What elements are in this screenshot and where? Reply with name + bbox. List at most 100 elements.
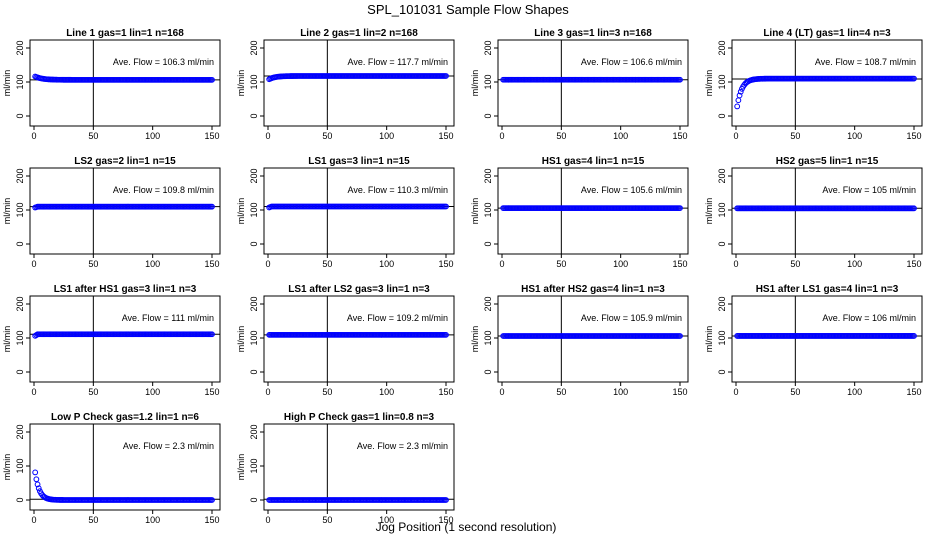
y-tick-label: 100 (15, 458, 25, 473)
y-tick-label: 100 (15, 74, 25, 89)
y-tick-label: 0 (15, 113, 25, 118)
y-tick-label: 0 (249, 241, 259, 246)
x-tick-label: 50 (790, 387, 800, 397)
y-tick-label: 200 (249, 424, 259, 439)
y-tick-label: 0 (15, 369, 25, 374)
x-tick-label: 0 (31, 259, 36, 269)
average-flow-annotation: Ave. Flow = 117.7 ml/min (348, 57, 448, 67)
x-tick-label: 100 (613, 387, 628, 397)
y-axis-label: ml/min (704, 198, 714, 225)
x-tick-label: 50 (790, 131, 800, 141)
y-tick-label: 200 (249, 296, 259, 311)
y-tick-label: 200 (717, 168, 727, 183)
y-tick-label: 200 (717, 296, 727, 311)
plot-frame (263, 295, 455, 383)
x-tick-label: 100 (145, 259, 160, 269)
x-tick-label: 50 (88, 515, 98, 525)
y-tick-label: 100 (249, 202, 259, 217)
x-tick-label: 100 (379, 515, 394, 525)
y-tick-label: 200 (717, 40, 727, 55)
x-tick-label: 150 (204, 515, 219, 525)
y-tick-label: 200 (15, 296, 25, 311)
y-tick-label: 0 (717, 241, 727, 246)
plot-frame (731, 39, 923, 127)
data-point (443, 73, 449, 79)
x-tick-label: 100 (379, 259, 394, 269)
x-tick-label: 150 (672, 259, 687, 269)
x-tick-label: 100 (847, 131, 862, 141)
y-tick-label: 200 (483, 296, 493, 311)
x-tick-label: 0 (265, 515, 270, 525)
data-point (32, 469, 39, 476)
x-tick-label: 50 (790, 259, 800, 269)
y-tick-label: 100 (483, 202, 493, 217)
y-axis-label: ml/min (470, 70, 480, 97)
x-tick-label: 0 (31, 387, 36, 397)
x-tick-label: 50 (322, 131, 332, 141)
panel-2: Line 2 gas=1 lin=2 n=168 0 50 100 150 0 100 200… (236, 28, 455, 141)
x-tick-label: 0 (31, 131, 36, 141)
x-tick-label: 100 (847, 387, 862, 397)
y-tick-label: 200 (15, 40, 25, 55)
panel-title: HS1 after HS2 gas=4 lin=1 n=3 (521, 284, 665, 295)
x-tick-label: 50 (556, 131, 566, 141)
x-tick-label: 150 (438, 515, 453, 525)
panel-12: HS1 after LS1 gas=4 lin=1 n=3 0 50 100 150 0 1… (704, 284, 923, 397)
x-tick-label: 150 (906, 131, 921, 141)
average-flow-annotation: Ave. Flow = 106.6 ml/min (581, 57, 682, 67)
x-tick-label: 150 (204, 259, 219, 269)
y-axis-label: ml/min (470, 326, 480, 353)
y-axis-label: ml/min (2, 198, 12, 225)
average-flow-annotation: Ave. Flow = 105 ml/min (822, 185, 916, 195)
panel-title: LS1 after LS2 gas=3 lin=1 n=3 (288, 284, 430, 295)
panel-title: Line 2 gas=1 lin=2 n=168 (300, 28, 418, 39)
x-tick-label: 100 (145, 515, 160, 525)
data-point (443, 203, 449, 210)
x-tick-label: 50 (88, 259, 98, 269)
plot-frame (263, 39, 455, 127)
y-tick-label: 0 (717, 369, 727, 374)
panel-title: Line 1 gas=1 lin=1 n=168 (66, 28, 184, 39)
data-point (443, 331, 449, 338)
panel-title: Low P Check gas=1.2 lin=1 n=6 (51, 412, 199, 423)
data-point (911, 75, 917, 82)
x-tick-label: 50 (88, 131, 98, 141)
y-tick-label: 0 (483, 113, 493, 118)
data-point (443, 497, 449, 503)
y-axis-label: ml/min (2, 70, 12, 97)
y-axis-label: ml/min (704, 326, 714, 353)
y-tick-label: 0 (15, 497, 25, 502)
x-tick-label: 50 (88, 387, 98, 397)
y-tick-label: 100 (717, 202, 727, 217)
figure-title: SPL_101031 Sample Flow Shapes (367, 2, 569, 17)
panel-title: LS1 gas=3 lin=1 n=15 (308, 156, 410, 167)
x-tick-label: 0 (499, 259, 504, 269)
y-tick-label: 200 (249, 40, 259, 55)
average-flow-annotation: Ave. Flow = 106.3 ml/min (113, 57, 214, 67)
x-tick-label: 100 (613, 259, 628, 269)
x-tick-label: 0 (499, 131, 504, 141)
x-tick-label: 0 (265, 387, 270, 397)
y-tick-label: 200 (15, 424, 25, 439)
x-tick-label: 150 (204, 131, 219, 141)
average-flow-annotation: Ave. Flow = 2.3 ml/min (357, 441, 448, 451)
panel-4: Line 4 (LT) gas=1 lin=4 n=3 0 50 100 150 0 100… (704, 28, 923, 141)
data-point (911, 333, 917, 339)
panel-3: Line 3 gas=1 lin=3 n=168 0 50 100 150 0 100 200… (470, 28, 689, 141)
panel-10: LS1 after LS2 gas=3 lin=1 n=3 0 50 100 150 0 1… (236, 284, 455, 397)
panel-6: LS1 gas=3 lin=1 n=15 0 50 100 150 0 100 200 ml/m… (236, 156, 455, 269)
x-tick-label: 100 (379, 131, 394, 141)
y-axis-label: ml/min (2, 454, 12, 481)
panel-11: HS1 after HS2 gas=4 lin=1 n=3 0 50 100 150 0 1… (470, 284, 689, 397)
plot-frame (29, 39, 221, 127)
x-tick-label: 150 (438, 387, 453, 397)
x-tick-label: 150 (906, 259, 921, 269)
panel-7: HS1 gas=4 lin=1 n=15 0 50 100 150 0 100 200 ml/m… (470, 156, 689, 269)
data-point (734, 103, 741, 110)
y-tick-label: 100 (249, 330, 259, 345)
data-point (677, 205, 683, 211)
data-point (209, 497, 215, 503)
plot-frame (29, 423, 221, 511)
y-tick-label: 200 (483, 40, 493, 55)
y-axis-label: ml/min (236, 454, 246, 481)
